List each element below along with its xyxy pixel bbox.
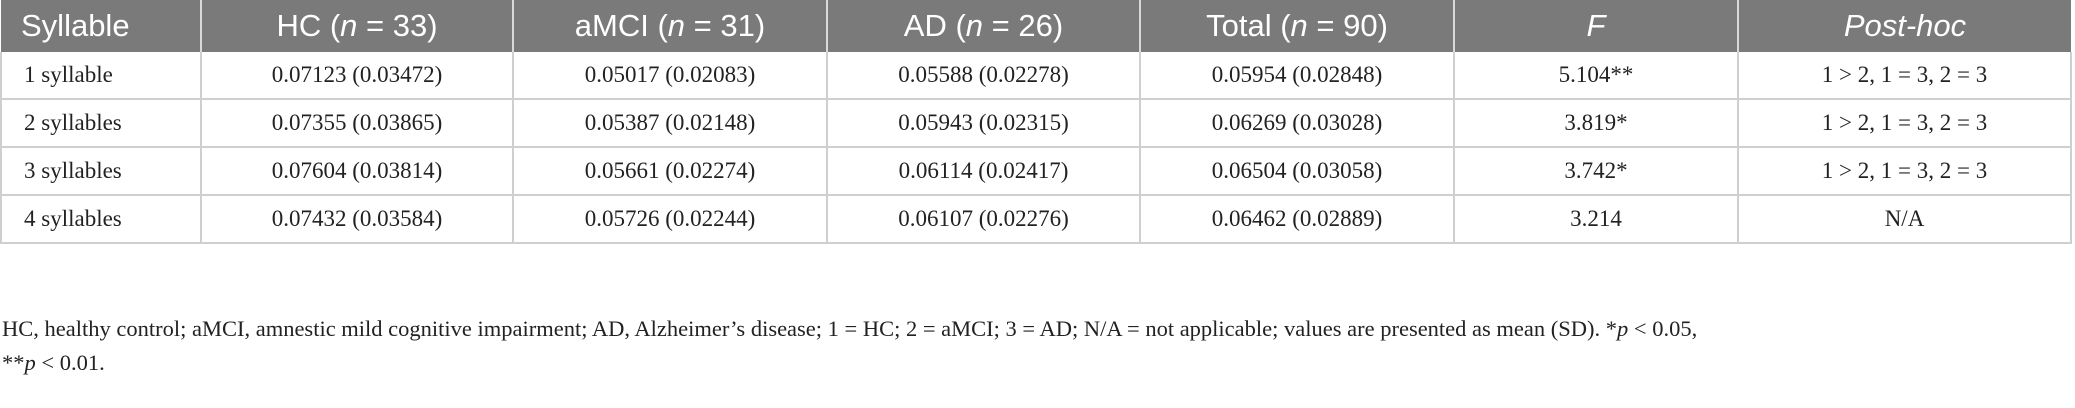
cell-amci: 0.05387 (0.02148): [513, 99, 828, 148]
cell-f: 3.819*: [1454, 99, 1739, 148]
cell-amci: 0.05661 (0.02274): [513, 147, 828, 196]
significance-mark-double: **: [2, 350, 25, 375]
table-row: 1 syllable 0.07123 (0.03472) 0.05017 (0.…: [0, 52, 2072, 100]
cell-hc: 0.07123 (0.03472): [201, 52, 514, 100]
cell-total: 0.06462 (0.02889): [1140, 195, 1455, 244]
header-cell-syllable: Syllable: [1, 0, 202, 52]
cell-hc: 0.07604 (0.03814): [201, 147, 514, 196]
header-cell-total: Total (n = 90): [1140, 0, 1455, 52]
table-row: 3 syllables 0.07604 (0.03814) 0.05661 (0…: [0, 147, 2072, 196]
cell-total: 0.06269 (0.03028): [1140, 99, 1455, 148]
header-cell-amci: aMCI (n = 31): [513, 0, 828, 52]
table-row: 4 syllables 0.07432 (0.03584) 0.05726 (0…: [0, 195, 2072, 244]
cell-syllable: 3 syllables: [0, 147, 202, 196]
cell-syllable: 4 syllables: [0, 195, 202, 244]
cell-total: 0.06504 (0.03058): [1140, 147, 1455, 196]
p-symbol: p: [24, 350, 36, 375]
cell-ad: 0.05588 (0.02278): [827, 52, 1141, 100]
significance-threshold-05: < 0.05,: [1628, 316, 1698, 341]
significance-threshold-01: < 0.01.: [35, 350, 105, 375]
cell-ad: 0.06107 (0.02276): [827, 195, 1141, 244]
p-symbol: p: [1617, 316, 1629, 341]
table-footnote: HC, healthy control; aMCI, amnestic mild…: [2, 312, 2070, 380]
header-row: Syllable HC (n = 33) aMCI (n = 31) AD (n…: [1, 0, 2071, 52]
footnote-abbreviations: HC, healthy control; aMCI, amnestic mild…: [2, 316, 1606, 341]
cell-hc: 0.07432 (0.03584): [201, 195, 514, 244]
cell-f: 5.104**: [1454, 52, 1739, 100]
header-cell-ad: AD (n = 26): [827, 0, 1141, 52]
significance-mark-single: *: [1605, 316, 1618, 341]
cell-f: 3.214: [1454, 195, 1739, 244]
cell-syllable: 1 syllable: [0, 52, 202, 100]
table-row: 2 syllables 0.07355 (0.03865) 0.05387 (0…: [0, 99, 2072, 148]
cell-f: 3.742*: [1454, 147, 1739, 196]
cell-ad: 0.06114 (0.02417): [827, 147, 1141, 196]
cell-post-hoc: 1 > 2, 1 = 3, 2 = 3: [1738, 147, 2072, 196]
cell-post-hoc: N/A: [1738, 195, 2072, 244]
header-cell-hc: HC (n = 33): [201, 0, 514, 52]
cell-total: 0.05954 (0.02848): [1140, 52, 1455, 100]
cell-post-hoc: 1 > 2, 1 = 3, 2 = 3: [1738, 99, 2072, 148]
header-cell-f: F: [1454, 0, 1739, 52]
table-body: 1 syllable 0.07123 (0.03472) 0.05017 (0.…: [0, 52, 2072, 244]
results-table: Syllable HC (n = 33) aMCI (n = 31) AD (n…: [0, 0, 2072, 244]
cell-amci: 0.05726 (0.02244): [513, 195, 828, 244]
header-cell-post-hoc: Post-hoc: [1738, 0, 2071, 52]
results-table-container: Syllable HC (n = 33) aMCI (n = 31) AD (n…: [0, 0, 2072, 244]
cell-syllable: 2 syllables: [0, 99, 202, 148]
cell-amci: 0.05017 (0.02083): [513, 52, 828, 100]
cell-ad: 0.05943 (0.02315): [827, 99, 1141, 148]
cell-post-hoc: 1 > 2, 1 = 3, 2 = 3: [1738, 52, 2072, 100]
cell-hc: 0.07355 (0.03865): [201, 99, 514, 148]
table-header: Syllable HC (n = 33) aMCI (n = 31) AD (n…: [1, 0, 2071, 52]
